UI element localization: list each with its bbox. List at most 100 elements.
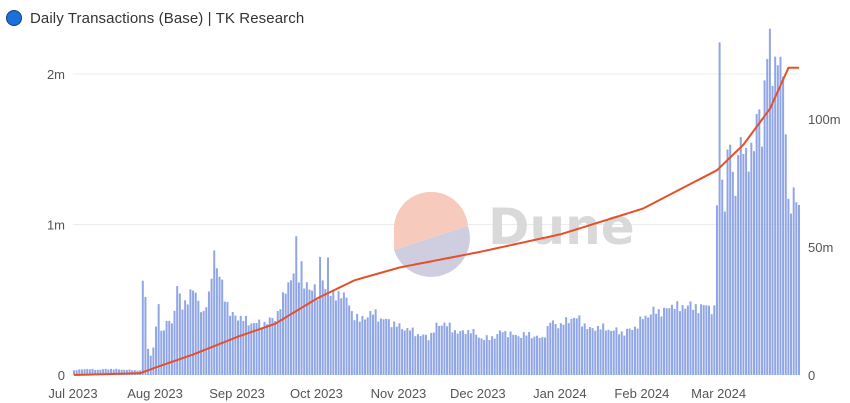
bar <box>448 322 451 375</box>
bar <box>308 289 311 375</box>
bar <box>345 297 348 375</box>
bar <box>676 301 679 375</box>
bar <box>125 370 128 375</box>
bar <box>737 155 740 375</box>
bar <box>543 337 546 375</box>
bar <box>581 326 584 375</box>
bar <box>525 335 528 375</box>
bar <box>705 305 708 375</box>
bar <box>80 369 83 375</box>
bar <box>218 276 221 375</box>
bar <box>615 327 618 375</box>
y-left-tick-label: 1m <box>47 218 65 233</box>
bar <box>753 151 755 375</box>
y-axis-left-ticks: 0 1m 2m <box>47 67 65 383</box>
bar <box>673 308 676 375</box>
bar <box>678 311 681 375</box>
bar <box>207 291 210 375</box>
bar <box>541 337 544 375</box>
bar <box>419 335 422 375</box>
bar <box>160 330 163 375</box>
bar <box>401 329 404 375</box>
bar <box>718 42 721 376</box>
bar <box>512 334 515 375</box>
bar <box>356 313 359 375</box>
bar <box>499 330 501 375</box>
bar <box>456 333 459 375</box>
bar <box>798 204 800 375</box>
bar <box>123 369 126 375</box>
bar <box>795 202 798 375</box>
bar <box>731 171 734 375</box>
bar <box>255 322 258 375</box>
bar <box>520 338 523 375</box>
bar <box>173 310 176 375</box>
bar <box>657 309 660 375</box>
bar <box>533 336 536 375</box>
bar <box>477 337 480 375</box>
bar <box>599 329 602 375</box>
bar <box>430 332 433 375</box>
bar <box>790 213 793 375</box>
bar <box>110 368 113 375</box>
bar <box>205 307 208 375</box>
bar <box>670 304 673 375</box>
bar <box>178 293 181 375</box>
bar <box>496 334 499 375</box>
bar <box>586 328 589 375</box>
bar <box>393 321 396 375</box>
bar <box>303 288 306 375</box>
bar <box>710 314 713 375</box>
bar <box>488 340 491 375</box>
bar <box>583 323 586 375</box>
bar <box>554 324 557 375</box>
bar <box>639 316 642 375</box>
bar <box>626 328 628 375</box>
bar <box>562 324 565 375</box>
y-right-tick-label: 100m <box>808 112 841 127</box>
bar <box>776 65 779 375</box>
bar <box>181 309 184 375</box>
bar <box>660 316 663 375</box>
bar <box>702 305 705 375</box>
bar <box>83 369 86 375</box>
bar <box>454 330 456 375</box>
bar <box>374 309 377 375</box>
x-tick-label: Nov 2023 <box>371 386 427 401</box>
bar <box>570 318 573 375</box>
bar <box>369 311 372 375</box>
y-left-tick-label: 2m <box>47 67 65 82</box>
bar <box>112 369 115 375</box>
bar <box>398 323 401 375</box>
bar <box>366 317 369 375</box>
bar <box>234 315 237 375</box>
bar <box>226 302 229 375</box>
bar <box>377 321 380 375</box>
bar <box>292 273 295 375</box>
bar <box>276 311 279 375</box>
cumulative-line-series <box>74 66 800 376</box>
bar <box>406 328 409 375</box>
bar <box>162 330 165 375</box>
bar <box>327 257 329 375</box>
bar <box>332 289 335 375</box>
bar <box>522 332 525 375</box>
bar <box>239 315 242 375</box>
dune-watermark: Dune <box>393 191 635 277</box>
bar <box>282 292 285 375</box>
bar <box>575 318 578 375</box>
bar <box>192 290 195 375</box>
bar <box>237 320 240 375</box>
bar <box>475 334 478 375</box>
bar <box>633 326 636 375</box>
bar <box>215 268 218 375</box>
bar-series <box>73 28 800 376</box>
bar <box>260 327 263 375</box>
bar <box>591 328 594 375</box>
bar <box>573 317 576 375</box>
bar <box>372 314 374 375</box>
bar <box>715 205 718 375</box>
bar <box>213 250 216 375</box>
bar <box>610 330 613 375</box>
